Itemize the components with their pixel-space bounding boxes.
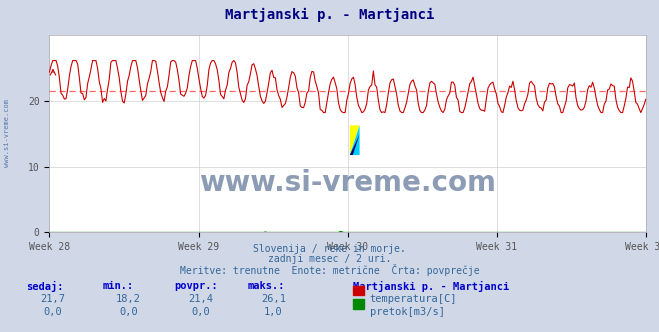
Text: Martjanski p. - Martjanci: Martjanski p. - Martjanci bbox=[353, 281, 509, 291]
Text: 0,0: 0,0 bbox=[43, 307, 62, 317]
Text: 0,0: 0,0 bbox=[119, 307, 138, 317]
Text: 21,7: 21,7 bbox=[40, 294, 65, 304]
Text: pretok[m3/s]: pretok[m3/s] bbox=[370, 307, 445, 317]
Text: 18,2: 18,2 bbox=[116, 294, 141, 304]
Text: sedaj:: sedaj: bbox=[26, 281, 64, 291]
Polygon shape bbox=[350, 125, 360, 155]
Text: 26,1: 26,1 bbox=[261, 294, 286, 304]
Text: 1,0: 1,0 bbox=[264, 307, 283, 317]
Polygon shape bbox=[350, 125, 360, 155]
Text: Martjanski p. - Martjanci: Martjanski p. - Martjanci bbox=[225, 8, 434, 23]
Polygon shape bbox=[350, 134, 360, 155]
Text: temperatura[C]: temperatura[C] bbox=[370, 294, 457, 304]
Text: www.si-vreme.com: www.si-vreme.com bbox=[3, 99, 10, 167]
Text: Slovenija / reke in morje.: Slovenija / reke in morje. bbox=[253, 244, 406, 254]
Text: maks.:: maks.: bbox=[247, 281, 285, 290]
Text: 21,4: 21,4 bbox=[188, 294, 214, 304]
Text: povpr.:: povpr.: bbox=[175, 281, 218, 290]
Text: 0,0: 0,0 bbox=[192, 307, 210, 317]
Text: zadnji mesec / 2 uri.: zadnji mesec / 2 uri. bbox=[268, 254, 391, 264]
Text: www.si-vreme.com: www.si-vreme.com bbox=[199, 169, 496, 197]
Text: Meritve: trenutne  Enote: metrične  Črta: povprečje: Meritve: trenutne Enote: metrične Črta: … bbox=[180, 264, 479, 276]
Text: min.:: min.: bbox=[102, 281, 133, 290]
